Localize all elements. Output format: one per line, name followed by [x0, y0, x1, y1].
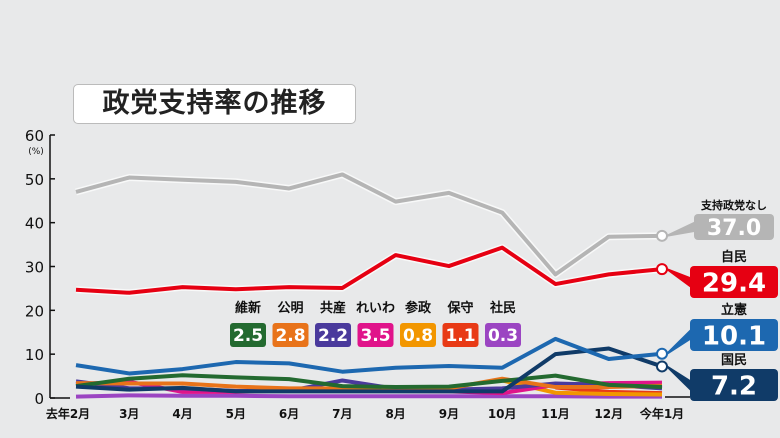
legend-value: 2.2	[318, 326, 348, 346]
callout-value: 10.1	[702, 321, 766, 351]
end-marker	[656, 229, 668, 242]
legend-name: 維新	[235, 300, 261, 316]
legend-name: 保守	[446, 300, 473, 316]
callout-name: 国民	[721, 353, 747, 368]
legend-box-公明	[272, 323, 309, 347]
legend-box-参政	[400, 323, 436, 347]
legend-box-れいわ	[357, 323, 394, 347]
legend-name: 共産	[320, 300, 346, 316]
legend-box-維新	[230, 323, 266, 347]
legend-name: 参政	[405, 300, 432, 316]
x-tick-label: 12月	[594, 407, 623, 421]
callout-name: 立憲	[721, 302, 747, 318]
callout-box-自民	[690, 266, 778, 298]
series-line-立憲	[75, 336, 663, 376]
callout-pointer	[666, 365, 691, 392]
series-line-社民	[75, 393, 662, 399]
end-marker	[656, 360, 668, 373]
callout-pointer	[666, 268, 691, 288]
callout-box-立憲	[690, 319, 778, 351]
legend-box-保守	[442, 323, 479, 347]
callout-box-国民	[690, 369, 778, 401]
x-tick-label: 3月	[119, 407, 139, 421]
x-tick-label: 9月	[439, 407, 459, 421]
x-tick-label: 6月	[279, 407, 299, 421]
series-line-維新	[75, 373, 663, 390]
legend-name: れいわ	[356, 301, 395, 316]
y-tick-label: 0	[34, 390, 44, 408]
end-marker	[656, 347, 668, 360]
legend-value: 2.5	[233, 326, 263, 346]
legend-box-共産	[315, 323, 351, 347]
x-tick-label: 去年2月	[46, 406, 90, 421]
y-tick-label: 50	[25, 171, 44, 189]
x-tick-label: 5月	[226, 407, 246, 421]
x-tick-label: 7月	[332, 407, 352, 421]
y-tick-label: 30	[25, 259, 44, 277]
y-tick-label: 60	[25, 127, 44, 145]
callout-name: 自民	[721, 249, 747, 265]
x-tick-label: 10月	[488, 407, 517, 421]
y-tick-label: 10	[25, 346, 44, 364]
legend-value: 2.8	[275, 326, 305, 346]
chart-title: 政党支持率の推移	[73, 84, 356, 124]
y-tick-label: 40	[25, 215, 44, 233]
legend-name: 公明	[277, 301, 303, 316]
legend-name: 社民	[489, 300, 516, 316]
callout-value: 37.0	[707, 216, 761, 241]
series-line-支持政党なし	[75, 172, 663, 277]
end-marker	[656, 263, 668, 276]
y-axis-unit: (%)	[28, 147, 44, 157]
callout-box-支持政党なし	[694, 214, 774, 240]
legend-value: 3.5	[360, 326, 390, 346]
callout-pointer	[666, 221, 695, 237]
legend-value: 0.8	[403, 326, 433, 346]
legend-value: 0.3	[488, 326, 518, 346]
callout-pointer	[666, 328, 691, 355]
callout-name: 支持政党なし	[700, 198, 767, 212]
legend-box-社民	[485, 323, 521, 347]
y-tick-label: 20	[25, 302, 44, 320]
callout-value: 29.4	[702, 268, 766, 298]
x-tick-label: 4月	[172, 407, 192, 421]
callout-value: 7.2	[711, 371, 757, 401]
series-line-自民	[75, 245, 663, 295]
series-line-国民	[75, 346, 663, 394]
x-tick-label: 11月	[541, 407, 570, 421]
legend-value: 1.1	[445, 326, 475, 346]
x-tick-label: 8月	[385, 407, 405, 421]
x-tick-label: 今年1月	[639, 406, 684, 421]
